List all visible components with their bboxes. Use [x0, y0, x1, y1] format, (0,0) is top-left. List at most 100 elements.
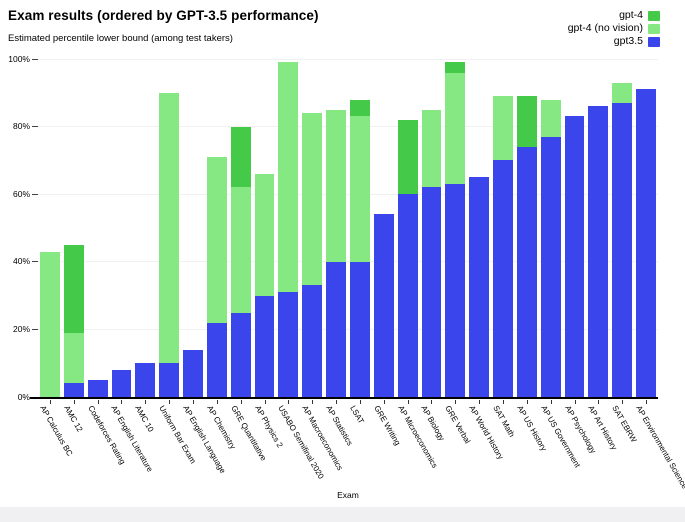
bar-gre-verbal [443, 59, 467, 397]
bar-ap-microeconomics [396, 59, 420, 397]
bar-ap-us-history [515, 59, 539, 397]
bar-segment-gpt35 [278, 292, 299, 397]
bar-segment-gpt35 [397, 194, 418, 397]
x-tick-label: AP Environmental Science [634, 404, 685, 491]
x-tick-mark [73, 400, 75, 404]
bar-gre-writing [372, 59, 396, 397]
x-tick-label: AMC 12 [61, 404, 85, 434]
chart-subtitle: Estimated percentile lower bound (among … [8, 33, 233, 44]
bar-segment-gpt35 [349, 261, 370, 397]
y-tick-mark [32, 193, 38, 195]
gridline-100 [38, 58, 658, 60]
bar-segment-gpt35 [421, 187, 442, 397]
y-tick-label-60: 60% [12, 188, 30, 199]
x-tick-label: AP English Language [181, 404, 228, 476]
chart-legend: gpt-4 gpt-4 (no vision) gpt3.5 [568, 10, 660, 47]
legend-item-gpt-4-no-vision-: gpt-4 (no vision) [568, 23, 660, 34]
x-tick-mark [288, 400, 290, 404]
bar-ap-physics-2 [253, 59, 277, 397]
y-tick-label-0: 0% [17, 391, 30, 402]
chart-title: Exam results (ordered by GPT-3.5 perform… [8, 8, 319, 23]
bar-segment-gpt35 [135, 363, 156, 397]
x-tick-label: SAT Math [491, 404, 517, 439]
legend-label: gpt-4 (no vision) [567, 22, 643, 34]
y-tick-mark [32, 126, 38, 128]
legend-label: gpt3.5 [613, 35, 643, 47]
plot-area [38, 59, 658, 397]
bar-ap-psychology [563, 59, 587, 397]
legend-item-gpt-4: gpt-4 [568, 10, 660, 21]
y-tick-label-80: 80% [12, 121, 30, 132]
bar-segment-gpt4_no_vision [159, 92, 180, 397]
bar-ap-calculus-bc [38, 59, 62, 397]
bar-segment-gpt35 [63, 383, 84, 397]
bar-segment-gpt35 [588, 106, 609, 397]
bar-segment-gpt35 [326, 261, 346, 397]
x-tick-mark [622, 400, 624, 404]
bar-gre-quantitative [229, 59, 253, 397]
bar-segment-gpt35 [445, 184, 466, 397]
bar-segment-gpt35 [230, 312, 251, 397]
bar-segment-gpt35 [254, 295, 275, 397]
x-tick-mark [264, 400, 266, 404]
bar-sat-ebrw [610, 59, 634, 397]
x-tick-mark [598, 400, 600, 404]
bar-ap-art-history [586, 59, 610, 397]
bar-segment-gpt35 [87, 380, 108, 397]
y-tick-label-20: 20% [12, 323, 30, 334]
bar-ap-us-government [539, 59, 563, 397]
x-tick-mark [336, 400, 338, 404]
x-tick-mark [145, 400, 147, 404]
legend-swatch-gpt4_no_vision [648, 23, 660, 34]
x-tick-mark [359, 400, 361, 404]
gridline-40 [38, 261, 658, 263]
x-tick-mark [574, 400, 576, 404]
legend-item-gpt3.5: gpt3.5 [568, 36, 660, 47]
bar-segment-gpt35 [612, 102, 633, 397]
bar-ap-statistics [324, 59, 348, 397]
x-tick-mark [646, 400, 648, 404]
bar-segment-gpt35 [159, 363, 180, 397]
bar-sat-math [491, 59, 515, 397]
x-tick-mark [49, 400, 51, 404]
x-axis-title: Exam [337, 490, 359, 500]
legend-swatch-gpt35 [648, 36, 660, 47]
bar-segment-gpt35 [564, 116, 585, 397]
bar-uniform-bar-exam [157, 59, 181, 397]
x-tick-mark [407, 400, 409, 404]
footer-band [0, 507, 685, 522]
bar-ap-english-language [181, 59, 205, 397]
bar-segment-gpt35 [636, 89, 656, 397]
bar-segment-gpt35 [540, 136, 561, 397]
x-tick-mark [97, 400, 99, 404]
bar-ap-english-literature [110, 59, 134, 397]
x-tick-mark [526, 400, 528, 404]
bar-usabo-semifinal-2020 [276, 59, 300, 397]
bar-codeforces-rating [86, 59, 110, 397]
x-tick-mark [169, 400, 171, 404]
bar-ap-environmental-science [634, 59, 658, 397]
x-tick-label: AP English Literature [109, 404, 155, 474]
bar-segment-gpt35 [206, 322, 227, 397]
x-tick-mark [383, 400, 385, 404]
x-tick-mark [121, 400, 123, 404]
gridline-20 [38, 328, 658, 330]
bar-segment-gpt35 [516, 146, 537, 397]
bar-amc-12 [62, 59, 86, 397]
bar-segment-gpt35 [183, 349, 203, 397]
y-tick-mark [32, 58, 38, 60]
x-tick-label: AMC 10 [133, 404, 156, 434]
x-tick-mark [550, 400, 552, 404]
bar-segment-gpt35 [493, 160, 513, 397]
x-tick-label: AP Biology [419, 404, 447, 443]
gridline-60 [38, 193, 658, 195]
bar-segment-gpt4_no_vision [63, 332, 84, 397]
x-tick-mark [455, 400, 457, 404]
bar-lsat [348, 59, 372, 397]
x-tick-mark [240, 400, 242, 404]
bar-ap-biology [420, 59, 444, 397]
x-axis-line [30, 397, 658, 399]
bar-segment-gpt35 [302, 285, 323, 397]
gridline-80 [38, 126, 658, 128]
